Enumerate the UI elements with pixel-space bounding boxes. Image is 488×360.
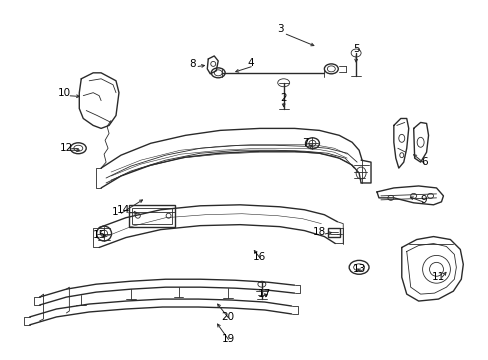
- Text: 12: 12: [60, 143, 73, 153]
- Text: 19: 19: [221, 334, 234, 344]
- Text: 9: 9: [419, 195, 426, 205]
- Text: 15: 15: [92, 230, 105, 239]
- Text: 17: 17: [258, 289, 271, 299]
- Text: 10: 10: [58, 88, 71, 98]
- Text: 13: 13: [352, 264, 365, 274]
- Text: 20: 20: [221, 312, 234, 322]
- Text: 8: 8: [189, 59, 195, 69]
- Text: 14: 14: [116, 205, 129, 215]
- Text: 11: 11: [431, 272, 444, 282]
- Text: 16: 16: [253, 252, 266, 262]
- Text: 2: 2: [280, 93, 286, 103]
- Text: 7: 7: [302, 138, 308, 148]
- Text: 3: 3: [277, 24, 284, 34]
- Text: 6: 6: [421, 157, 427, 167]
- Text: 1: 1: [111, 207, 118, 217]
- Text: 18: 18: [312, 226, 325, 237]
- Text: 5: 5: [352, 44, 359, 54]
- Text: 4: 4: [247, 58, 254, 68]
